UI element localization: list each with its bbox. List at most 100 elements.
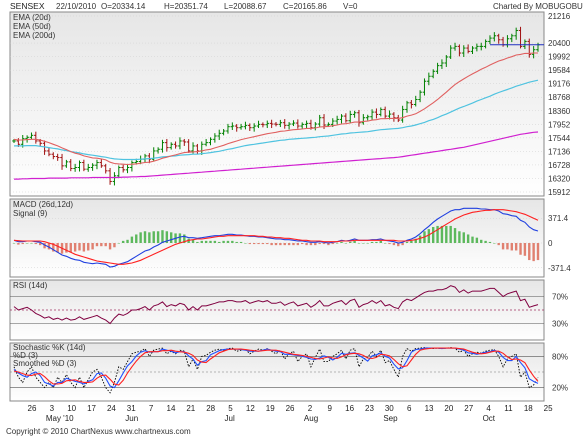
legend-stoch-smooth: Smoothed %D (3): [13, 359, 77, 368]
macd-histogram-bar: [21, 243, 24, 245]
price-tick-label: 16320: [548, 174, 571, 183]
signal-line: [13, 209, 539, 265]
x-month-label: Sep: [383, 414, 398, 423]
legend-macd: MACD (26d,12d): [13, 200, 73, 209]
price-bar: [335, 115, 339, 125]
macd-histogram-bar: [156, 231, 160, 243]
macd-histogram-bar: [514, 243, 518, 251]
x-tick-label: 3: [50, 404, 55, 413]
price-bar: [151, 147, 156, 162]
macd-histogram-bar: [506, 243, 509, 250]
price-bar: [82, 159, 86, 172]
macd-histogram-bar: [427, 229, 431, 243]
macd-histogram-bar: [108, 243, 112, 250]
macd-histogram-bar: [73, 243, 77, 252]
macd-histogram-bar: [453, 228, 457, 243]
macd-histogram-bar: [414, 238, 417, 243]
x-tick-label: 14: [167, 404, 176, 413]
x-tick-label: 20: [444, 404, 453, 413]
price-bar: [352, 110, 357, 118]
macd-histogram-bar: [209, 240, 212, 243]
macd-histogram-bar: [143, 231, 147, 243]
price-bar: [173, 141, 178, 149]
macd-histogram-bar: [161, 230, 164, 243]
price-bar: [226, 123, 230, 134]
price-bar: [213, 133, 217, 143]
x-tick-label: 5: [228, 404, 233, 413]
price-bar: [108, 168, 112, 185]
price-bar: [470, 46, 475, 55]
macd-histogram-bar: [87, 243, 90, 251]
legend-stoch-k: Stochastic %K (14d): [13, 343, 86, 352]
macd-histogram-bar: [327, 243, 330, 246]
macd-histogram-bar: [318, 243, 321, 245]
macd-histogram-bar: [17, 243, 20, 245]
price-bar: [90, 163, 95, 171]
price-bar: [488, 35, 492, 45]
legend-rsi: RSI (14d): [13, 281, 48, 290]
macd-tick-label: 371.4: [548, 214, 569, 223]
macd-histogram-bar: [218, 241, 221, 243]
price-bar: [51, 152, 56, 160]
macd-histogram-bar: [536, 243, 540, 261]
price-bar: [178, 137, 182, 150]
header-date: 22/10/2010: [56, 2, 97, 11]
price-bar: [409, 99, 414, 109]
price-bar: [239, 123, 243, 130]
macd-histogram-bar: [283, 243, 286, 246]
macd-histogram-bar: [252, 243, 256, 245]
header-credit: Charted By MOBUGOBU: [493, 2, 583, 11]
macd-histogram-bar: [405, 241, 409, 243]
price-tick-label: 18360: [548, 107, 571, 116]
price-bar: [400, 105, 405, 123]
macd-histogram-bar: [222, 240, 225, 243]
x-tick-label: 11: [504, 404, 513, 413]
price-bar: [413, 95, 418, 107]
price-tick-label: 19584: [548, 66, 571, 75]
price-bar: [221, 129, 226, 136]
legend-ema20: EMA (20d): [13, 13, 51, 22]
macd-histogram-bar: [349, 241, 352, 243]
price-bar: [86, 163, 91, 172]
price-bar: [64, 159, 69, 168]
price-bar: [317, 114, 322, 128]
price-bar: [435, 62, 440, 74]
price-tick-label: 15912: [548, 188, 571, 197]
macd-histogram-bar: [34, 243, 38, 245]
price-bar: [427, 72, 431, 86]
price-bar: [383, 106, 387, 119]
x-month-label: Aug: [304, 414, 318, 423]
macd-histogram-bar: [196, 241, 199, 243]
price-bar: [252, 123, 256, 132]
header-symbol: SENSEX: [10, 1, 45, 11]
price-bar: [169, 142, 173, 150]
price-bar: [483, 39, 488, 49]
price-tick-label: 19176: [548, 80, 571, 89]
macd-histogram-bar: [135, 234, 138, 243]
macd-histogram-bar: [340, 241, 343, 243]
x-tick-label: 16: [345, 404, 354, 413]
x-tick-label: 21: [186, 404, 195, 413]
x-tick-label: 26: [28, 404, 37, 413]
price-bar: [99, 158, 104, 168]
price-bar: [344, 113, 348, 123]
macd-histogram-bar: [357, 243, 361, 244]
price-bar: [300, 122, 304, 130]
header-open: O=20334.14: [101, 2, 146, 11]
price-tick-label: 17136: [548, 147, 571, 156]
price-bar: [60, 153, 64, 170]
macd-histogram-bar: [335, 243, 339, 244]
price-bar: [130, 160, 134, 172]
macd-histogram-bar: [91, 243, 94, 250]
price-bar: [125, 163, 130, 174]
price-bar: [448, 45, 453, 60]
macd-histogram-bar: [497, 243, 500, 246]
macd-histogram-bar: [462, 232, 465, 243]
x-tick-label: 6: [407, 404, 412, 413]
macd-histogram-bar: [436, 225, 439, 243]
macd-histogram-bar: [235, 241, 238, 243]
price-bar: [531, 46, 536, 59]
rsi-tick-label: 70%: [552, 293, 568, 302]
price-bar: [160, 139, 165, 153]
